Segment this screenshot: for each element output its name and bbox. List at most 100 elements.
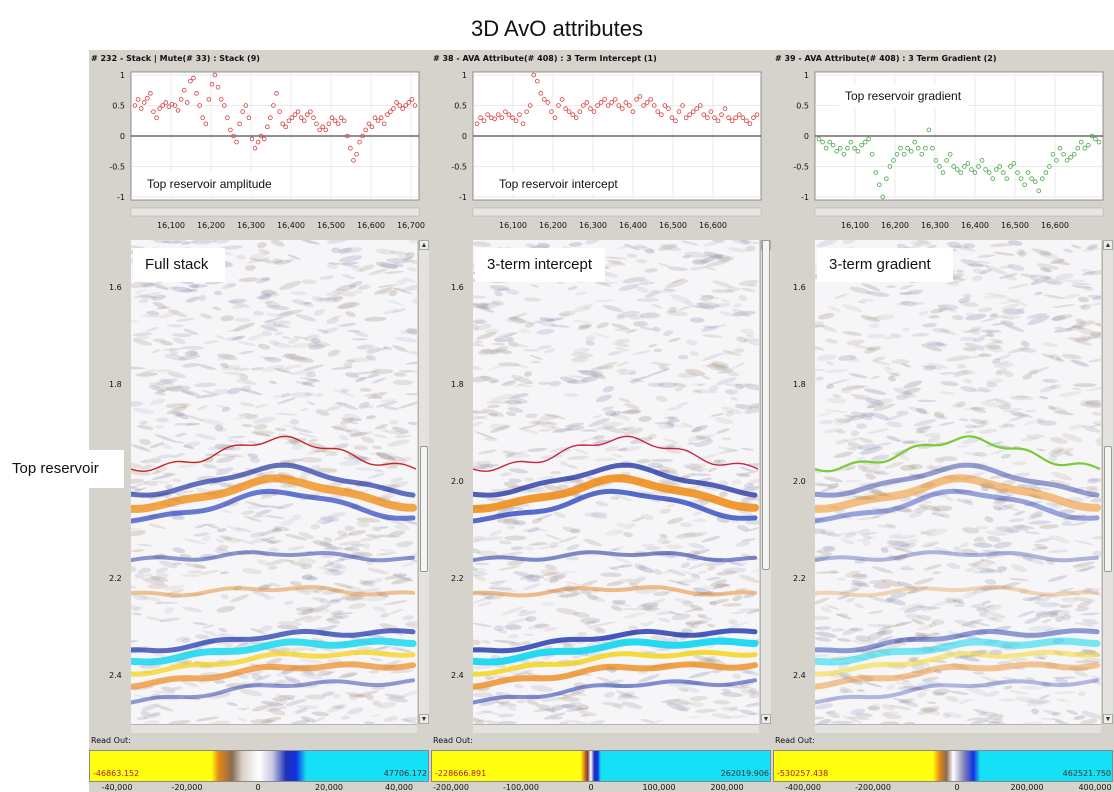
seismic-texture bbox=[853, 397, 867, 400]
seismic-texture bbox=[131, 478, 145, 484]
seismic-texture bbox=[226, 702, 238, 707]
seismic-texture bbox=[1050, 479, 1071, 486]
seismic-texture bbox=[1053, 327, 1073, 333]
trace-point bbox=[609, 100, 614, 105]
seismic-texture bbox=[851, 411, 874, 420]
seismic-texture bbox=[963, 499, 974, 504]
scroll-thumb[interactable] bbox=[1104, 446, 1112, 572]
seismic-texture bbox=[292, 370, 316, 375]
trace-point bbox=[669, 115, 675, 121]
seismic-texture bbox=[266, 658, 283, 665]
seismic-texture bbox=[856, 516, 880, 520]
horizon-pick[interactable] bbox=[473, 435, 759, 472]
seismic-texture bbox=[906, 634, 929, 641]
seismic-texture bbox=[177, 354, 201, 361]
seismic-texture bbox=[897, 508, 914, 513]
scroll-down-icon[interactable]: ▼ bbox=[1103, 714, 1113, 724]
seismic-texture bbox=[746, 334, 755, 338]
scroll-thumb[interactable] bbox=[762, 240, 770, 570]
seismic-texture bbox=[505, 411, 517, 417]
seismic-texture bbox=[375, 452, 396, 462]
seismic-texture bbox=[296, 609, 311, 616]
trace-scroll-strip[interactable] bbox=[814, 207, 1104, 217]
horizon-pick[interactable] bbox=[815, 435, 1101, 473]
seismic-texture bbox=[500, 377, 523, 386]
horizontal-scrollbar[interactable] bbox=[131, 724, 417, 733]
scroll-down-icon[interactable]: ▼ bbox=[419, 714, 429, 724]
seismic-texture bbox=[487, 365, 505, 371]
seismic-texture bbox=[334, 612, 354, 616]
horizontal-scrollbar[interactable] bbox=[473, 724, 759, 733]
seismic-texture bbox=[404, 551, 417, 560]
colorbar-tick: 0 bbox=[588, 783, 594, 792]
seismic-texture bbox=[479, 302, 490, 306]
scroll-up-icon[interactable]: ▲ bbox=[1103, 240, 1113, 250]
horizon-pick[interactable] bbox=[131, 435, 417, 472]
scroll-down-icon[interactable]: ▼ bbox=[761, 714, 771, 724]
seismic-texture bbox=[203, 523, 216, 526]
trace-point bbox=[616, 103, 622, 108]
seismic-texture bbox=[882, 479, 905, 488]
seismic-texture bbox=[993, 497, 1012, 505]
seismic-texture bbox=[953, 546, 962, 553]
seismic-texture bbox=[1013, 666, 1026, 670]
seismic-texture bbox=[997, 503, 1021, 512]
seismic-texture bbox=[903, 721, 916, 724]
seismic-texture bbox=[577, 324, 593, 331]
seismic-texture bbox=[539, 317, 555, 322]
seismic-section[interactable] bbox=[131, 240, 417, 724]
seismic-texture bbox=[301, 716, 317, 723]
vertical-scrollbar[interactable]: ▲ ▼ bbox=[1102, 240, 1113, 724]
seismic-section[interactable] bbox=[815, 240, 1101, 724]
seismic-texture bbox=[405, 361, 417, 365]
vertical-scrollbar[interactable]: ▲ ▼ bbox=[418, 240, 429, 724]
trace-scroll-strip[interactable] bbox=[130, 207, 420, 217]
seismic-texture bbox=[583, 538, 603, 547]
seismic-texture bbox=[151, 294, 166, 301]
trace-point bbox=[705, 115, 710, 121]
seismic-texture bbox=[499, 701, 512, 705]
trace-scroll-strip[interactable] bbox=[472, 207, 762, 217]
seismic-texture bbox=[1073, 336, 1092, 343]
seismic-texture bbox=[567, 286, 578, 291]
seismic-texture bbox=[264, 596, 274, 600]
seismic-texture bbox=[1089, 269, 1101, 276]
seismic-texture bbox=[601, 406, 614, 411]
seismic-texture bbox=[519, 424, 538, 430]
trace-point bbox=[360, 133, 365, 139]
seismic-texture bbox=[816, 718, 832, 724]
seismic-section[interactable] bbox=[473, 240, 759, 724]
trace-point bbox=[816, 136, 822, 142]
trace-point bbox=[993, 167, 999, 172]
seismic-texture bbox=[537, 475, 555, 480]
trace-point bbox=[338, 115, 344, 121]
seismic-texture bbox=[553, 571, 577, 575]
seismic-texture bbox=[985, 530, 1009, 536]
scroll-thumb[interactable] bbox=[420, 446, 428, 572]
seismic-texture bbox=[1055, 615, 1064, 622]
vertical-scrollbar[interactable]: ▲ ▼ bbox=[760, 240, 771, 724]
seismic-texture bbox=[566, 379, 589, 384]
seismic-texture bbox=[715, 428, 730, 434]
seismic-texture bbox=[850, 394, 872, 399]
seismic-texture bbox=[473, 461, 481, 467]
seismic-texture bbox=[387, 481, 409, 489]
seismic-texture bbox=[683, 608, 701, 613]
seismic-texture bbox=[338, 322, 357, 327]
seismic-texture bbox=[971, 407, 987, 414]
seismic-texture bbox=[293, 707, 309, 713]
seismic-texture bbox=[1050, 613, 1059, 618]
seismic-texture bbox=[844, 437, 863, 443]
seismic-texture bbox=[227, 435, 246, 439]
seismic-texture bbox=[860, 646, 884, 654]
seismic-texture bbox=[737, 608, 759, 612]
seismic-texture bbox=[895, 543, 917, 551]
seismic-texture bbox=[256, 294, 271, 300]
seismic-texture bbox=[317, 467, 338, 473]
horizontal-scrollbar[interactable] bbox=[815, 724, 1101, 733]
scroll-up-icon[interactable]: ▲ bbox=[419, 240, 429, 250]
seismic-texture bbox=[300, 563, 313, 570]
seismic-texture bbox=[154, 434, 177, 443]
seismic-texture bbox=[1029, 625, 1053, 632]
seismic-texture bbox=[474, 431, 496, 440]
